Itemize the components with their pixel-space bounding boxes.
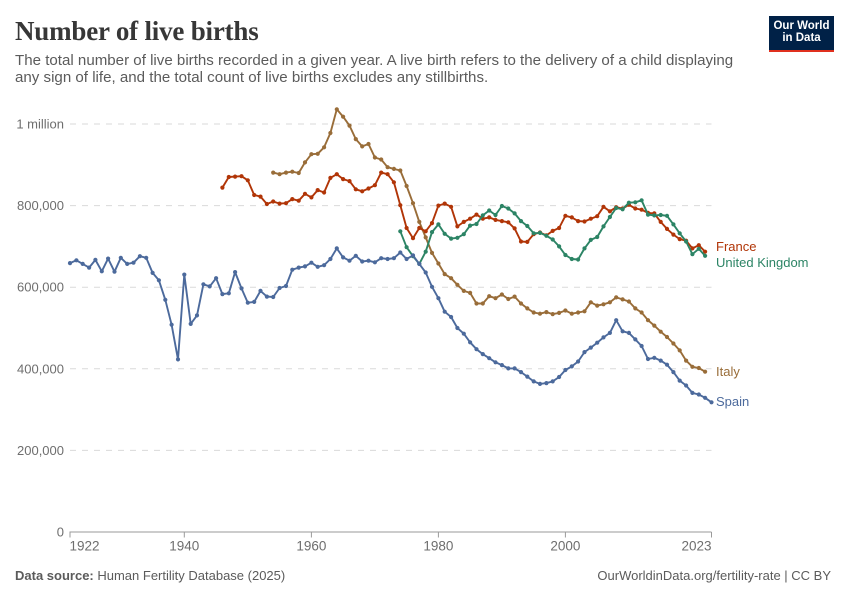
svg-text:1 million: 1 million	[16, 117, 64, 132]
svg-text:200,000: 200,000	[17, 443, 64, 458]
svg-text:400,000: 400,000	[17, 361, 64, 376]
svg-text:600,000: 600,000	[17, 280, 64, 295]
svg-text:1960: 1960	[296, 539, 326, 554]
svg-text:1980: 1980	[423, 539, 453, 554]
svg-text:1940: 1940	[169, 539, 199, 554]
svg-text:1922: 1922	[70, 539, 100, 554]
svg-text:2000: 2000	[550, 539, 580, 554]
svg-text:800,000: 800,000	[17, 198, 64, 213]
svg-text:2023: 2023	[681, 539, 711, 554]
svg-text:0: 0	[57, 525, 64, 540]
